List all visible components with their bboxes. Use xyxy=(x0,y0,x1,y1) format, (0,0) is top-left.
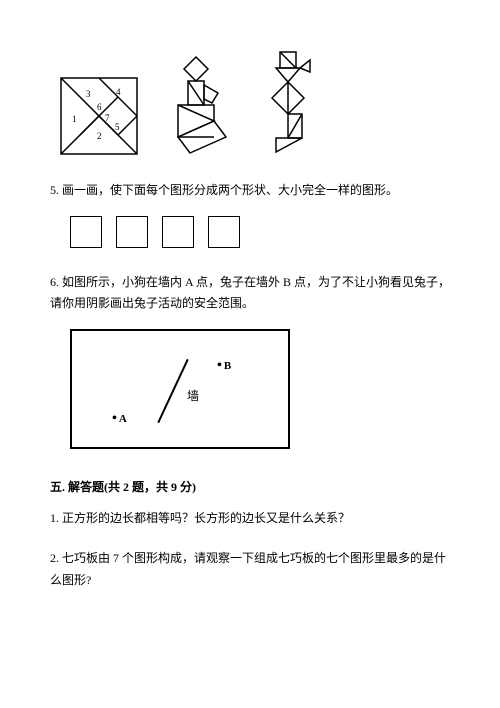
figure-row: 3 4 6 1 7 5 2 xyxy=(50,50,450,155)
piece-4: 4 xyxy=(116,87,121,97)
piece-6: 6 xyxy=(97,102,102,112)
q5-text: 5. 画一画，使下面每个图形分成两个形状、大小完全一样的图形。 xyxy=(50,180,450,202)
point-b: B xyxy=(217,353,231,378)
section5-q2: 2. 七巧板由 7 个图形构成，请观察一下组成七巧板的七个图形里最多的是什么图形… xyxy=(50,548,450,591)
q6-text: 6. 如图所示，小狗在墙内 A 点，兔子在墙外 B 点，为了不让小狗看见兔子，请… xyxy=(50,272,450,315)
q5-squares xyxy=(50,216,450,248)
piece-2: 2 xyxy=(97,131,102,141)
piece-7: 7 xyxy=(105,113,110,123)
blank-square xyxy=(116,216,148,248)
question-6: 6. 如图所示，小狗在墙内 A 点，兔子在墙外 B 点，为了不让小狗看见兔子，请… xyxy=(50,272,450,449)
section-5-title: 五. 解答题(共 2 题，共 9 分) xyxy=(50,477,450,499)
cat-figure xyxy=(258,50,313,155)
blank-square xyxy=(208,216,240,248)
piece-1: 1 xyxy=(72,114,77,124)
piece-5: 5 xyxy=(115,122,120,132)
point-a: A xyxy=(112,406,127,431)
wall-diagram: A B 墙 xyxy=(70,329,290,449)
piece-3: 3 xyxy=(86,89,91,99)
wall-label: 墙 xyxy=(187,386,199,408)
blank-square xyxy=(162,216,194,248)
sitting-figure xyxy=(168,55,228,155)
question-5: 5. 画一画，使下面每个图形分成两个形状、大小完全一样的图形。 xyxy=(50,180,450,248)
tangram-figure: 3 4 6 1 7 5 2 xyxy=(60,77,138,155)
section5-q1: 1. 正方形的边长都相等吗？长方形的边长又是什么关系？ xyxy=(50,508,450,530)
wall-line xyxy=(157,359,188,423)
blank-square xyxy=(70,216,102,248)
